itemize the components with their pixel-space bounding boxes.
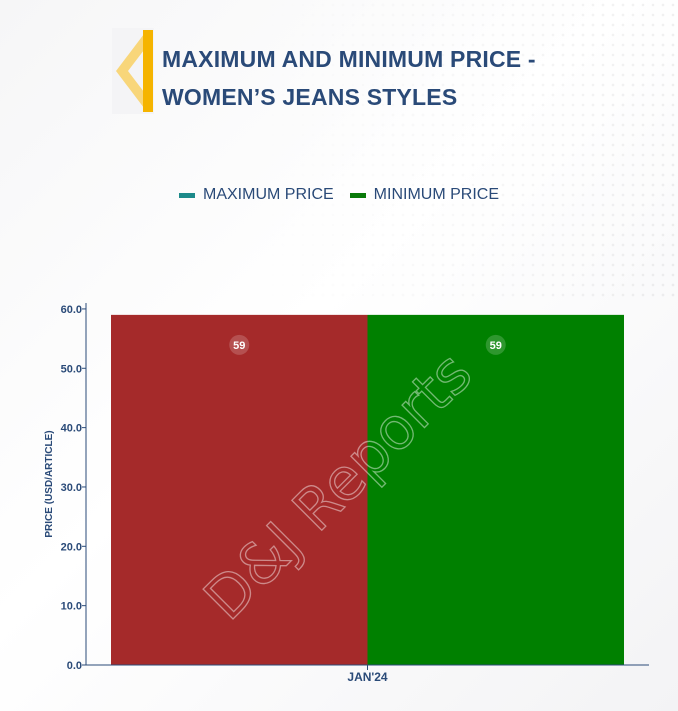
brand-logo-icon bbox=[112, 28, 154, 114]
legend-swatch-maximum bbox=[179, 192, 195, 198]
title-line-2: WOMEN’S JEANS STYLES bbox=[162, 84, 458, 110]
y-tick-label: 30.0 bbox=[61, 482, 82, 494]
legend-item-maximum-price[interactable]: MAXIMUM PRICE bbox=[179, 186, 334, 204]
legend-label-minimum: MINIMUM PRICE bbox=[373, 186, 499, 203]
chart-legend: MAXIMUM PRICE MINIMUM PRICE bbox=[0, 186, 678, 204]
y-tick-label: 0.0 bbox=[67, 660, 82, 672]
data-label: 59 bbox=[233, 340, 245, 352]
y-axis-title: PRICE (USD/ARTICLE) bbox=[44, 430, 55, 537]
bar-minimum-price bbox=[367, 314, 624, 665]
bar-maximum-price bbox=[111, 314, 368, 665]
title-line-1: MAXIMUM AND MINIMUM PRICE - bbox=[162, 46, 536, 72]
legend-item-minimum-price[interactable]: MINIMUM PRICE bbox=[349, 186, 499, 204]
y-tick-label: 60.0 bbox=[61, 304, 82, 316]
data-label: 59 bbox=[490, 340, 502, 352]
page-title: MAXIMUM AND MINIMUM PRICE - WOMEN’S JEAN… bbox=[162, 40, 536, 116]
x-tick-label: JAN'24 bbox=[347, 670, 388, 684]
y-tick-label: 40.0 bbox=[61, 423, 82, 435]
legend-label-maximum: MAXIMUM PRICE bbox=[203, 186, 334, 203]
y-tick-label: 20.0 bbox=[61, 541, 82, 553]
y-tick-label: 50.0 bbox=[61, 363, 82, 375]
y-tick-label: 10.0 bbox=[61, 601, 82, 613]
data-label-bubble bbox=[485, 334, 506, 355]
legend-swatch-minimum bbox=[349, 192, 366, 198]
data-label-bubble bbox=[229, 334, 250, 355]
